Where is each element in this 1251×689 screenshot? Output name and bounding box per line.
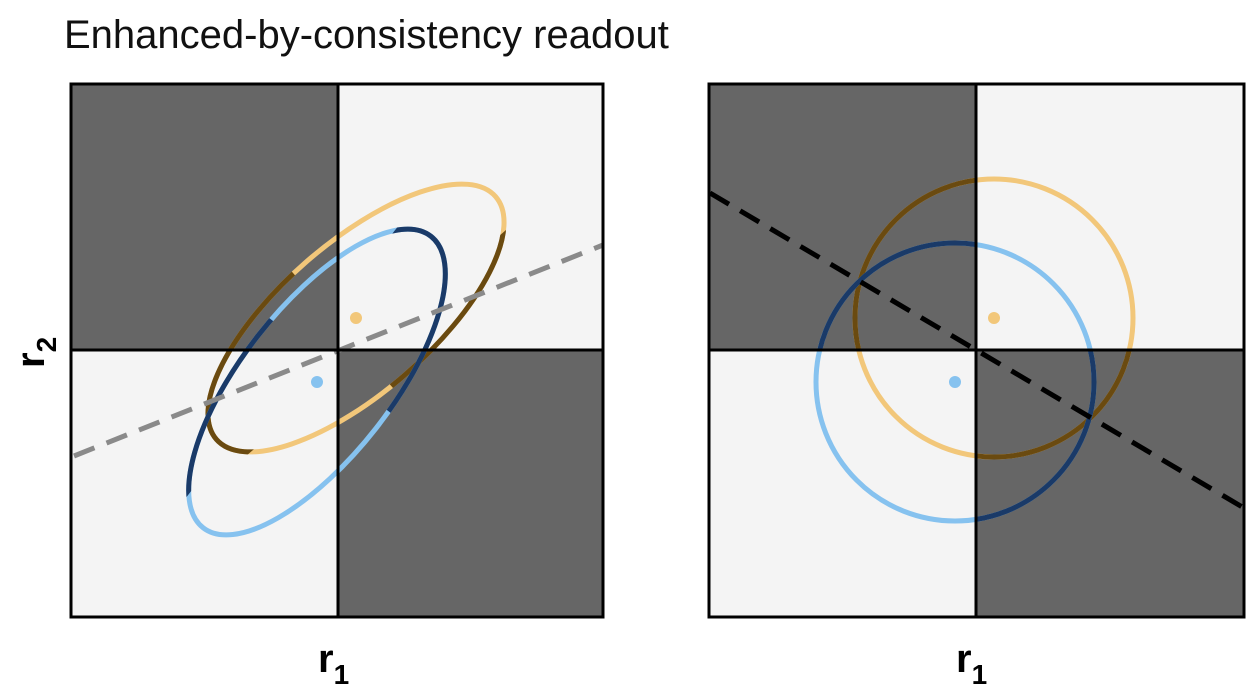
- quadrant-top-left: [71, 84, 338, 350]
- quadrant-top-right: [976, 84, 1244, 350]
- y-axis-label-subscript: 2: [31, 337, 62, 353]
- panel-left: r1 r2: [9, 82, 605, 689]
- yellow-mean-dot: [988, 312, 1000, 324]
- yellow-mean-dot: [350, 312, 362, 324]
- yellow-distribution-contour: [852, 176, 1136, 460]
- blue-mean-dot: [311, 376, 323, 388]
- panel-right: r1: [707, 82, 1246, 689]
- panel-frame: [69, 82, 605, 619]
- x-axis-label: r1: [318, 637, 349, 689]
- figure-title: Enhanced-by-consistency readout: [64, 13, 669, 57]
- blue-distribution-contour: [186, 226, 448, 538]
- x-axis-label: r1: [956, 637, 987, 689]
- quadrant-bottom-right: [338, 350, 603, 617]
- y-axis-label: r2: [9, 337, 62, 368]
- y-axis-label-main: r: [9, 352, 53, 368]
- blue-distribution-contour: [813, 240, 1097, 524]
- x-axis-label-main: r: [956, 637, 972, 681]
- quadrant-top-right: [338, 84, 603, 350]
- panel-frame: [707, 82, 1246, 619]
- x-axis-label-subscript: 1: [334, 659, 350, 689]
- quadrant-bottom-left: [709, 350, 976, 617]
- quadrant-bottom-left: [71, 350, 338, 617]
- x-axis-label-main: r: [318, 637, 334, 681]
- x-axis-label-subscript: 1: [972, 659, 988, 689]
- blue-mean-dot: [949, 376, 961, 388]
- yellow-distribution-contour: [205, 181, 507, 455]
